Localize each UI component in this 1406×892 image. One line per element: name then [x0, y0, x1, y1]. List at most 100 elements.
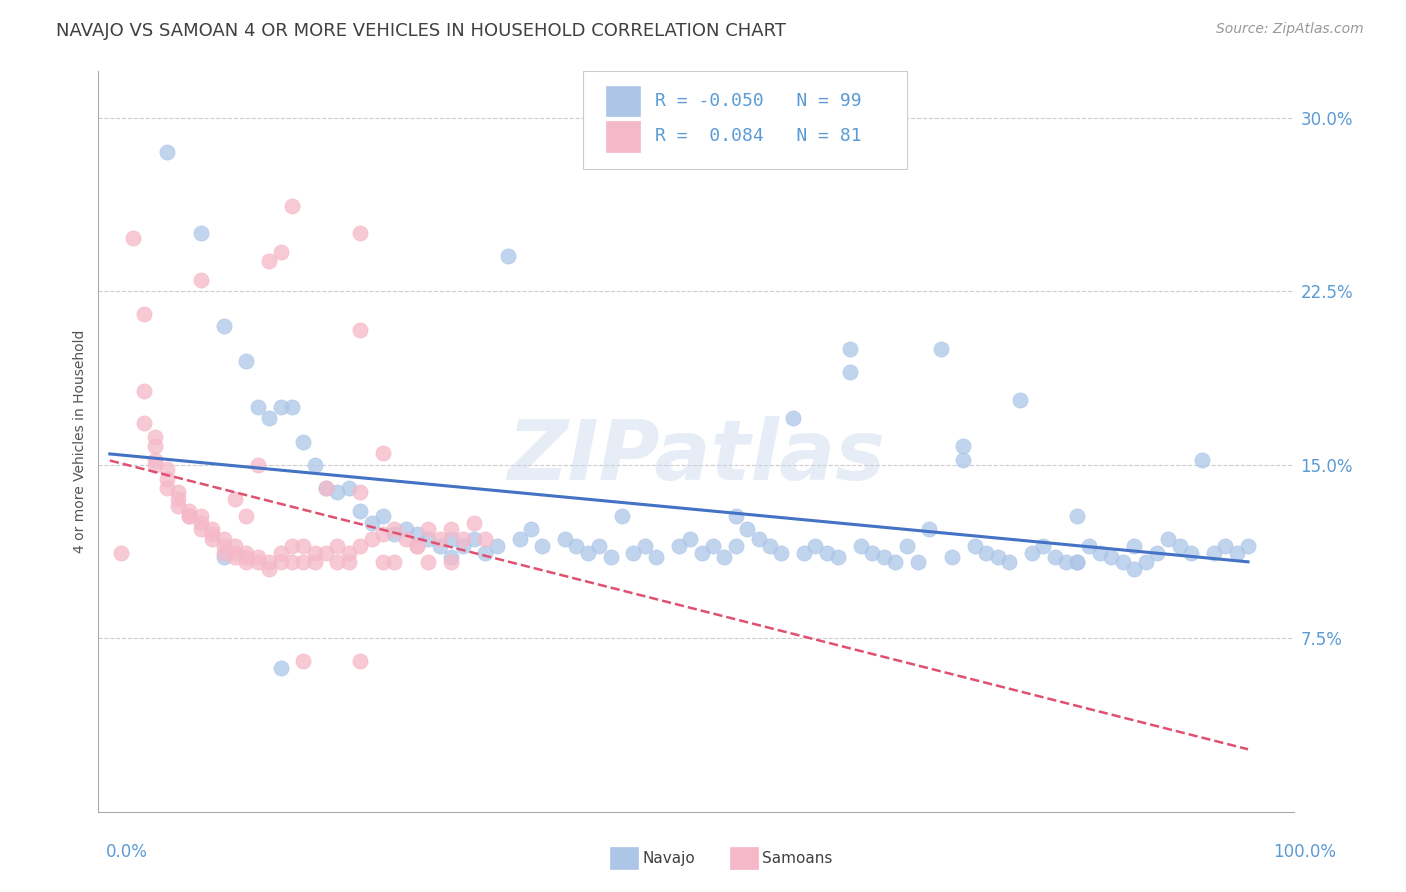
Point: [1043, 550, 1066, 565]
Point: [371, 446, 394, 460]
Point: [429, 532, 451, 546]
Y-axis label: 4 or more Vehicles in Household: 4 or more Vehicles in Household: [73, 330, 87, 553]
Point: [382, 523, 405, 537]
Point: [156, 481, 179, 495]
Point: [349, 539, 371, 553]
Point: [724, 539, 747, 553]
Point: [1010, 392, 1032, 407]
Point: [735, 523, 758, 537]
Point: [429, 539, 451, 553]
Point: [281, 555, 304, 569]
Point: [1168, 539, 1191, 553]
Point: [382, 555, 405, 569]
Point: [382, 527, 405, 541]
Point: [143, 430, 166, 444]
Point: [748, 532, 770, 546]
Point: [1066, 508, 1088, 523]
Point: [395, 532, 418, 546]
Point: [987, 550, 1010, 565]
Point: [418, 523, 440, 537]
Point: [690, 545, 713, 560]
Point: [782, 411, 804, 425]
Text: Source: ZipAtlas.com: Source: ZipAtlas.com: [1216, 22, 1364, 37]
Point: [406, 527, 429, 541]
Point: [679, 532, 702, 546]
Point: [1157, 532, 1180, 546]
Point: [554, 532, 576, 546]
Point: [474, 532, 496, 546]
Point: [463, 532, 485, 546]
Point: [190, 516, 212, 530]
Point: [827, 550, 849, 565]
Point: [360, 516, 382, 530]
Point: [315, 545, 337, 560]
Text: 100.0%: 100.0%: [1272, 843, 1336, 861]
Point: [1146, 545, 1168, 560]
Point: [1054, 555, 1077, 569]
Point: [1077, 539, 1099, 553]
Point: [201, 527, 224, 541]
Text: Navajo: Navajo: [643, 851, 696, 865]
Point: [793, 545, 815, 560]
Point: [304, 545, 326, 560]
Point: [235, 353, 257, 368]
Text: Samoans: Samoans: [762, 851, 832, 865]
Point: [759, 539, 782, 553]
Point: [599, 550, 621, 565]
Point: [270, 400, 292, 414]
Point: [440, 532, 463, 546]
Point: [770, 545, 793, 560]
Point: [212, 545, 235, 560]
Point: [246, 550, 269, 565]
Point: [304, 555, 326, 569]
Point: [395, 523, 418, 537]
Point: [610, 508, 633, 523]
Point: [1088, 545, 1111, 560]
Point: [1066, 555, 1088, 569]
Point: [326, 555, 349, 569]
Point: [349, 324, 371, 338]
Point: [1202, 545, 1225, 560]
Point: [929, 342, 952, 356]
Point: [896, 539, 918, 553]
Point: [941, 550, 963, 565]
Point: [212, 539, 235, 553]
Point: [132, 416, 155, 430]
Point: [1032, 539, 1054, 553]
Point: [371, 527, 394, 541]
Point: [873, 550, 896, 565]
Point: [292, 539, 315, 553]
Point: [418, 555, 440, 569]
Point: [167, 492, 190, 507]
Point: [1123, 562, 1146, 576]
Point: [440, 550, 463, 565]
Point: [246, 458, 269, 472]
Point: [281, 198, 304, 212]
Point: [860, 545, 883, 560]
Text: NAVAJO VS SAMOAN 4 OR MORE VEHICLES IN HOUSEHOLD CORRELATION CHART: NAVAJO VS SAMOAN 4 OR MORE VEHICLES IN H…: [56, 22, 786, 40]
Point: [1112, 555, 1135, 569]
Point: [531, 539, 554, 553]
Point: [292, 555, 315, 569]
Point: [292, 434, 315, 449]
Point: [349, 485, 371, 500]
Point: [270, 661, 292, 675]
Point: [315, 481, 337, 495]
Point: [190, 523, 212, 537]
Point: [212, 532, 235, 546]
Point: [349, 654, 371, 668]
Point: [179, 508, 201, 523]
Point: [952, 453, 974, 467]
Point: [337, 555, 360, 569]
Point: [849, 539, 872, 553]
Point: [360, 532, 382, 546]
Point: [838, 365, 860, 379]
Point: [270, 545, 292, 560]
Point: [474, 545, 496, 560]
Point: [588, 539, 610, 553]
Point: [156, 145, 179, 160]
Text: ZIPatlas: ZIPatlas: [508, 416, 884, 497]
Point: [224, 492, 246, 507]
Point: [257, 411, 280, 425]
Point: [281, 539, 304, 553]
